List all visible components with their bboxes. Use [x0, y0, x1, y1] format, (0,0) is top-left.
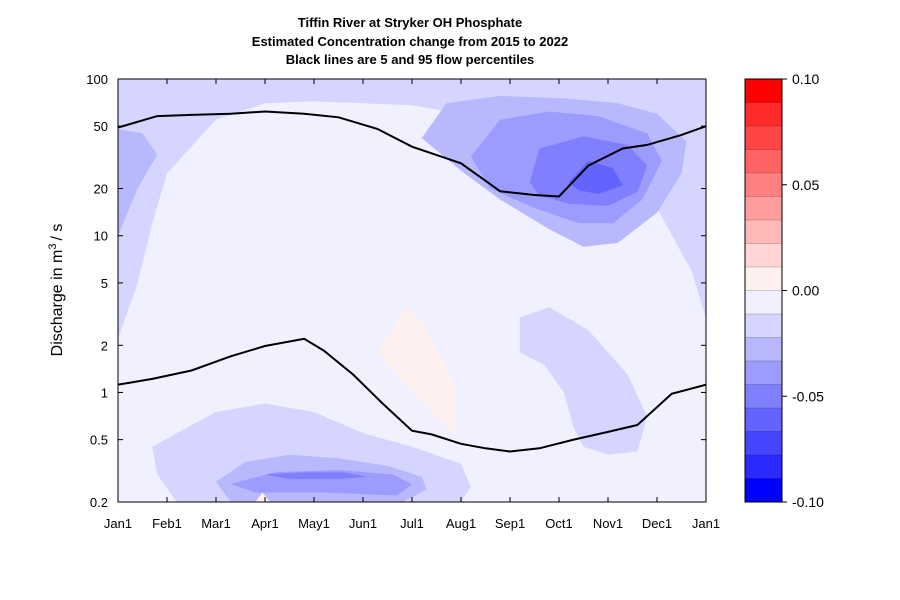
x-tick-label: Sep1 — [495, 516, 525, 531]
colorbar-tick-label: 0.05 — [792, 177, 819, 193]
x-tick-label: Jan1 — [104, 516, 132, 531]
x-tick-label: Oct1 — [545, 516, 572, 531]
y-axis-label-main: Discharge in m — [49, 250, 66, 357]
y-tick-label: 0.5 — [90, 433, 108, 448]
colorbar-swatch — [745, 243, 782, 268]
colorbar-tick-label: 0.10 — [792, 71, 819, 87]
title-line-1: Tiffin River at Stryker OH Phosphate — [298, 15, 522, 30]
colorbar-swatch — [745, 290, 782, 315]
x-tick-label: Apr1 — [251, 516, 278, 531]
x-tick-label: Jan1 — [692, 516, 720, 531]
colorbar-swatch — [745, 220, 782, 244]
x-axis: Jan1 Feb1 Mar1 Apr1 May1 Jun1 Jul1 Aug1 Sep1 Oct1… — [104, 79, 720, 531]
contour-region-2 — [519, 307, 648, 455]
colorbar-swatch — [745, 384, 782, 409]
colorbar-swatch — [745, 102, 782, 127]
colorbar-swatch — [745, 314, 782, 338]
y-tick-label: 5 — [101, 276, 108, 291]
colorbar-swatch — [745, 408, 782, 432]
contour-region-12 — [255, 492, 270, 502]
y-tick-label: 20 — [94, 182, 108, 197]
y-axis-label-suffix: / s — [49, 224, 66, 241]
y-tick-label: 100 — [86, 72, 108, 87]
colorbar-swatch — [745, 361, 782, 385]
x-tick-label: Mar1 — [201, 516, 231, 531]
percentile-95-line — [118, 110, 706, 198]
colorbar-swatch — [745, 431, 782, 456]
contour-regions — [118, 79, 706, 502]
title-line-2: Estimated Concentration change from 2015… — [252, 34, 568, 49]
contour-region-3 — [118, 129, 158, 236]
y-tick-label: 0.2 — [90, 495, 108, 510]
colorbar-tick-label: -0.05 — [792, 388, 824, 404]
colorbar-swatch — [745, 173, 782, 197]
x-tick-label: Aug1 — [446, 516, 476, 531]
colorbar-swatch — [745, 126, 782, 150]
colorbar-swatch — [745, 196, 782, 221]
colorbar-swatch — [745, 79, 782, 103]
contour-region-11 — [377, 305, 457, 437]
colorbar-swatch — [745, 267, 782, 291]
colorbar-swatch — [745, 478, 782, 503]
colorbar — [745, 79, 782, 503]
chart-title: Tiffin River at Stryker OH Phosphate Est… — [252, 15, 568, 67]
x-tick-label: Jun1 — [349, 516, 377, 531]
y-tick-label: 10 — [94, 229, 108, 244]
colorbar-swatch — [745, 337, 782, 362]
colorbar-tick-label: 0.00 — [792, 283, 819, 299]
y-axis: 100 50 20 10 5 2 1 0.5 0.2 — [86, 72, 706, 510]
percentile-5-line — [118, 337, 706, 453]
percentile-lines — [118, 110, 706, 453]
y-axis-label-superscript: 3 — [47, 244, 59, 250]
contour-region-10 — [568, 160, 623, 194]
colorbar-tick-label: -0.10 — [792, 494, 824, 510]
y-tick-label: 50 — [94, 119, 108, 134]
x-tick-label: Nov1 — [593, 516, 623, 531]
colorbar-swatch — [745, 455, 782, 479]
colorbar-ticks: 0.10 0.05 0.00 -0.05 -0.10 — [782, 71, 824, 510]
colorbar-swatch — [745, 149, 782, 174]
contour-region-9 — [265, 472, 368, 480]
x-tick-label: May1 — [298, 516, 330, 531]
title-line-3: Black lines are 5 and 95 flow percentile… — [286, 52, 535, 67]
x-tick-label: Dec1 — [642, 516, 672, 531]
y-tick-label: 2 — [101, 338, 108, 353]
x-tick-label: Jul1 — [400, 516, 424, 531]
y-tick-label: 1 — [101, 385, 108, 400]
x-tick-label: Feb1 — [152, 516, 182, 531]
y-axis-label: Discharge in m3 / s — [47, 224, 66, 357]
